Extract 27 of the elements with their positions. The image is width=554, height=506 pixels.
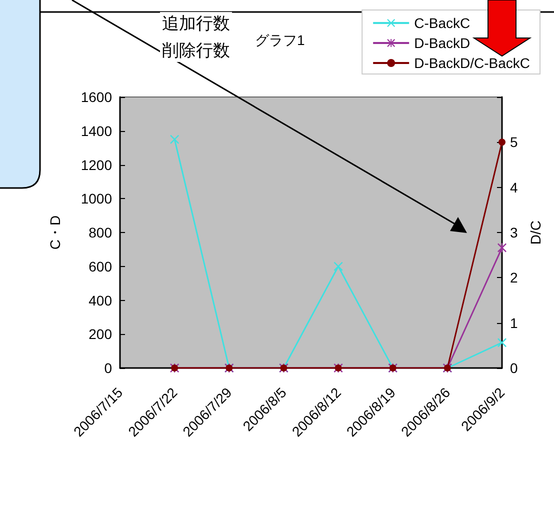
y2-tick-label: 3 [510, 224, 518, 240]
text: 削除行数 [160, 39, 232, 62]
y2-tick-label: 1 [510, 314, 518, 331]
legend-label: D-BackD/C-BackC [414, 55, 530, 71]
legend-label: C-BackC [414, 15, 470, 31]
chart-title: グラフ1 [255, 32, 305, 48]
y-tick-label: 1000 [80, 190, 112, 207]
y2-axis-title: D/C [528, 220, 544, 245]
point [170, 134, 180, 144]
y-tick-label: 1400 [80, 122, 112, 139]
y2-tick-label: 5 [510, 134, 518, 150]
y-tick-label: 800 [88, 224, 112, 240]
y-tick-label: 600 [88, 258, 112, 274]
y-tick-label: 0 [104, 360, 112, 376]
y2-tick-label: 4 [510, 179, 518, 196]
y-axis-title: C・D [47, 215, 63, 250]
point [498, 338, 506, 348]
point [498, 243, 506, 252]
point [334, 262, 343, 271]
y2-tick-label: 0 [510, 360, 518, 376]
y-tick-label: 200 [88, 326, 112, 342]
legend-label: D-BackD [414, 35, 470, 51]
y-tick-label: 1200 [80, 156, 112, 173]
text: 追加行数 [160, 12, 232, 35]
y-tick-label: 400 [88, 292, 112, 308]
y2-tick-label: 2 [510, 270, 518, 286]
y-tick-label: 1600 [80, 89, 112, 105]
